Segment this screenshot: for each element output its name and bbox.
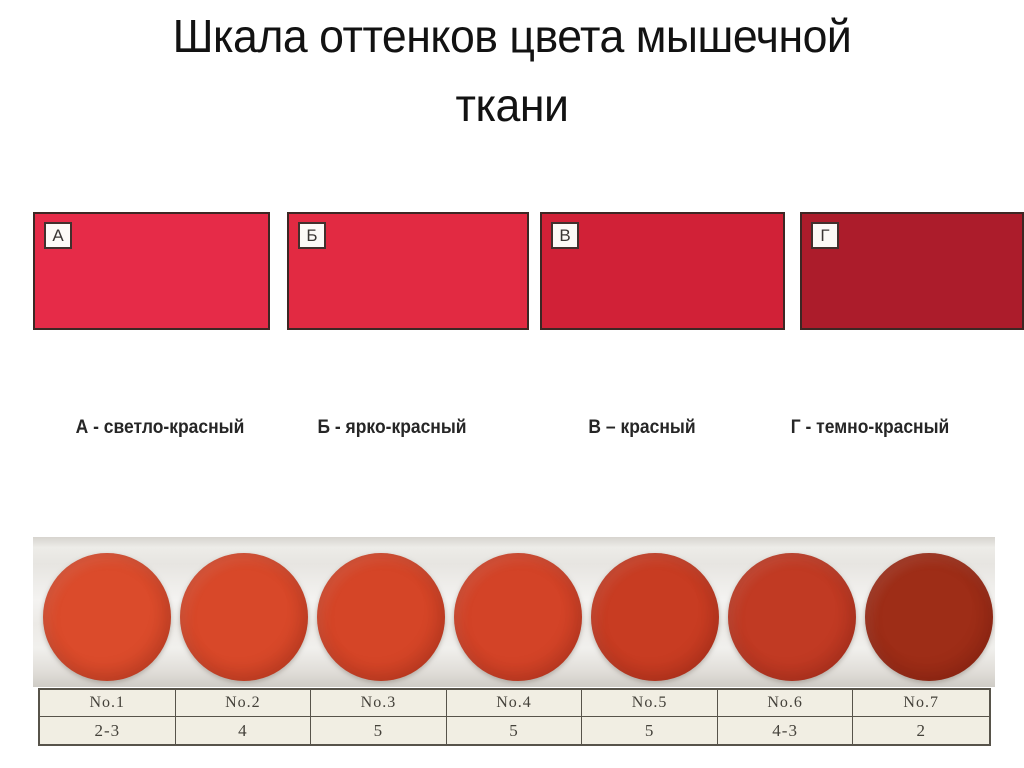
disc-strip <box>33 537 995 687</box>
page-title: Шкала оттенков цвета мышечной ткани <box>15 0 1008 140</box>
swatch-a-letter: А <box>52 225 64 245</box>
table-value: 4-3 <box>718 717 854 744</box>
table-header: No.3 <box>311 690 447 717</box>
disc-1 <box>43 553 171 681</box>
caption-red: В – красный <box>588 417 696 438</box>
table-header: No.1 <box>40 690 176 717</box>
table-header: No.2 <box>175 690 312 717</box>
table-value: 5 <box>311 717 447 744</box>
table-header: No.7 <box>853 690 989 717</box>
table-value: 4 <box>176 717 312 744</box>
table-value: 5 <box>447 717 583 744</box>
swatch-g-letter: Г <box>820 225 830 245</box>
caption-light-red: А - светло-красный <box>75 417 245 438</box>
swatch-a-letter-box: А <box>44 222 72 249</box>
score-table: No.1 No.2 No.3 No.4 No.5 No.6 No.7 2-3 4… <box>38 688 991 746</box>
page-title-line-1: Шкала оттенков цвета мышечной <box>172 10 852 62</box>
disc-3 <box>317 553 445 681</box>
swatch-b-letter: Б <box>306 225 318 245</box>
disc-4 <box>454 553 582 681</box>
swatch-b: Б <box>287 212 529 330</box>
table-header: No.4 <box>446 690 583 717</box>
swatch-b-letter-box: Б <box>298 222 326 249</box>
swatch-g-letter-box: Г <box>811 222 839 249</box>
swatch-g: Г <box>800 212 1024 330</box>
table-value: 2 <box>916 720 926 740</box>
swatch-a: А <box>33 212 270 330</box>
table-value: 5 <box>582 717 718 744</box>
table-value: 2-3 <box>40 717 176 744</box>
page-title-line-2: ткани <box>455 79 569 131</box>
disc-6 <box>728 553 856 681</box>
disc-2 <box>180 553 308 681</box>
table-header: No.5 <box>582 690 718 717</box>
swatch-v: В <box>540 212 785 330</box>
table-header: No.6 <box>717 690 854 717</box>
disc-5 <box>591 553 719 681</box>
sample-photo: No.1 No.2 No.3 No.4 No.5 No.6 No.7 2-3 4… <box>33 537 995 746</box>
caption-dark-red: Г - темно-красный <box>790 417 950 438</box>
swatch-v-letter-box: В <box>551 222 579 249</box>
disc-7 <box>865 553 993 681</box>
caption-bright-red: Б - ярко-красный <box>317 417 467 438</box>
swatch-v-letter: В <box>559 225 571 245</box>
